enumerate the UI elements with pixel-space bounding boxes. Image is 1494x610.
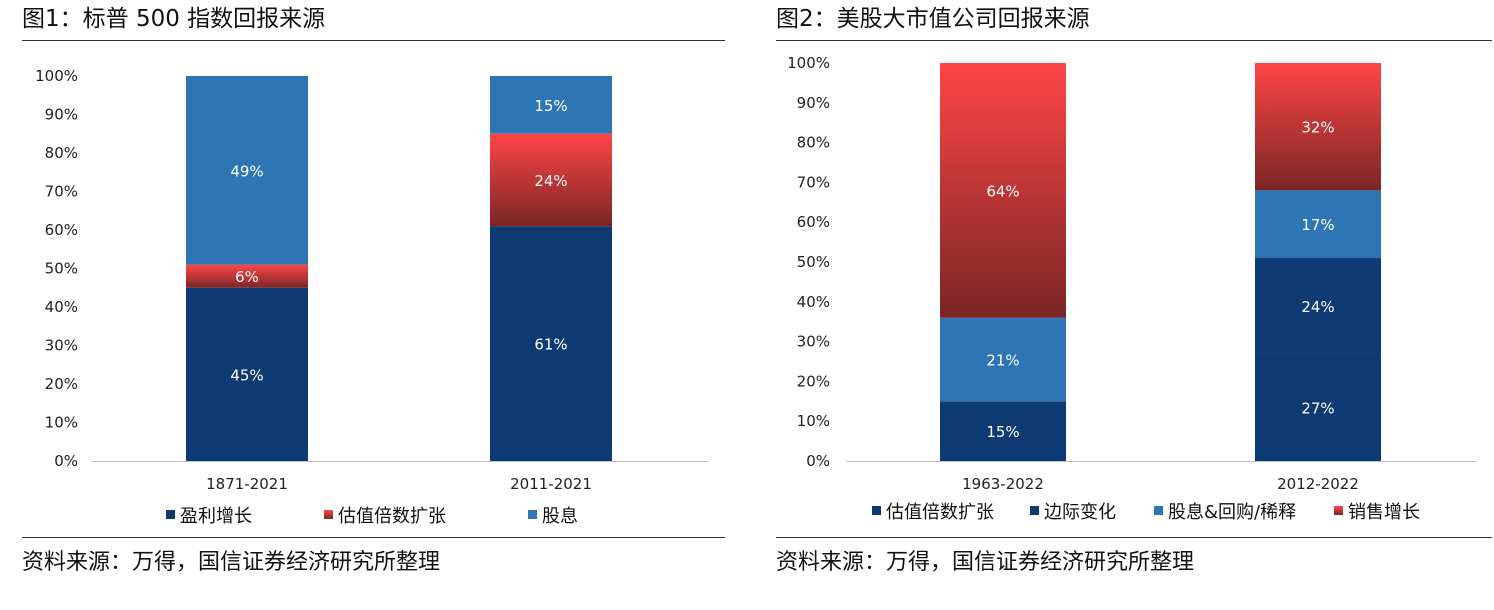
bar-segment	[186, 264, 308, 288]
y-tick-label: 100%	[35, 67, 78, 85]
chart-title: 图1：标普 500 指数回报来源	[22, 6, 326, 32]
legend-swatch	[528, 510, 537, 519]
y-tick-label: 40%	[797, 293, 830, 311]
bar-segment	[940, 317, 1066, 402]
bar-segment	[1255, 258, 1381, 354]
data-label: 15%	[986, 423, 1019, 441]
legend-swatch	[1154, 506, 1163, 515]
title-rule	[776, 40, 1492, 41]
y-tick-label: 80%	[45, 144, 78, 162]
data-label: 45%	[230, 366, 263, 384]
source-note: 资料来源：万得，国信证券经济研究所整理	[776, 550, 1195, 575]
bar-segment	[186, 76, 308, 265]
bar-segment	[490, 133, 612, 227]
data-label: 17%	[1301, 216, 1334, 234]
legend-swatch	[166, 510, 175, 519]
legend-label: 股息&回购/稀释	[1168, 502, 1296, 523]
data-label: 21%	[986, 352, 1019, 370]
y-tick-label: 10%	[797, 412, 830, 430]
y-tick-label: 60%	[45, 221, 78, 239]
y-tick-label: 90%	[45, 106, 78, 124]
y-tick-label: 30%	[797, 333, 830, 351]
title-rule	[22, 40, 725, 41]
source-note: 资料来源：万得，国信证券经济研究所整理	[22, 550, 441, 575]
legend-label: 股息	[542, 506, 578, 527]
y-tick-label: 80%	[797, 134, 830, 152]
data-label: 15%	[534, 97, 567, 115]
legend-label: 销售增长	[1348, 502, 1420, 523]
y-tick-label: 90%	[797, 94, 830, 112]
legend-swatch	[1334, 506, 1343, 515]
bar-segment	[490, 76, 612, 134]
chart-panel-right: 图2：美股大市值公司回报来源 0% 10% 20% 30% 40% 50% 60% 70% 80…	[754, 0, 1494, 610]
bar-segment	[940, 63, 1066, 318]
chart-panel-left: 图1：标普 500 指数回报来源 0% 10% 20% 30% 40% 50% 60% 70%…	[0, 0, 740, 610]
y-tick-label: 0%	[54, 452, 78, 470]
stacked-bar-chart: 0% 10% 20% 30% 40% 50% 60% 70% 80% 90% 100% 15% 21% 6…	[787, 54, 1476, 523]
x-category-label: 2011-2021	[510, 475, 592, 493]
bar-segment	[1255, 353, 1381, 461]
y-tick-label: 40%	[45, 298, 78, 316]
y-tick-label: 70%	[797, 173, 830, 191]
y-tick-label: 100%	[787, 54, 830, 72]
bar-segment	[1255, 63, 1381, 191]
y-tick-label: 10%	[45, 414, 78, 432]
legend-swatch	[1030, 506, 1039, 515]
source-rule	[776, 537, 1492, 538]
x-category-label: 1963-2022	[962, 475, 1044, 493]
chart-title: 图2：美股大市值公司回报来源	[776, 6, 1090, 32]
x-category-label: 1871-2021	[206, 475, 288, 493]
legend-swatch	[872, 506, 881, 515]
data-label: 24%	[534, 172, 567, 190]
legend-label: 边际变化	[1044, 502, 1116, 523]
data-label: 27%	[1301, 399, 1334, 417]
y-tick-label: 50%	[797, 253, 830, 271]
y-tick-label: 20%	[797, 372, 830, 390]
stacked-bar-chart: 0% 10% 20% 30% 40% 50% 60% 70% 80% 90% 100% 45% 6% 49…	[35, 67, 708, 527]
bar-segment	[1255, 190, 1381, 259]
source-rule	[22, 537, 725, 538]
x-category-label: 2012-2022	[1277, 475, 1359, 493]
y-tick-label: 30%	[45, 337, 78, 355]
y-tick-label: 0%	[806, 452, 830, 470]
legend-swatch	[324, 510, 333, 519]
data-label: 49%	[230, 162, 263, 180]
data-label: 32%	[1301, 119, 1334, 137]
legend-label: 估值倍数扩张	[338, 506, 446, 527]
data-label: 6%	[235, 268, 259, 286]
y-tick-label: 70%	[45, 183, 78, 201]
bar-segment	[940, 401, 1066, 461]
data-label: 64%	[986, 182, 1019, 200]
y-tick-label: 20%	[45, 375, 78, 393]
data-label: 24%	[1301, 298, 1334, 316]
y-tick-label: 50%	[45, 260, 78, 278]
legend-label: 估值倍数扩张	[886, 502, 994, 523]
legend-label: 盈利增长	[180, 506, 252, 527]
bar-segment	[490, 226, 612, 461]
y-tick-label: 60%	[797, 213, 830, 231]
data-label: 61%	[534, 336, 567, 354]
bar-segment	[186, 287, 308, 461]
